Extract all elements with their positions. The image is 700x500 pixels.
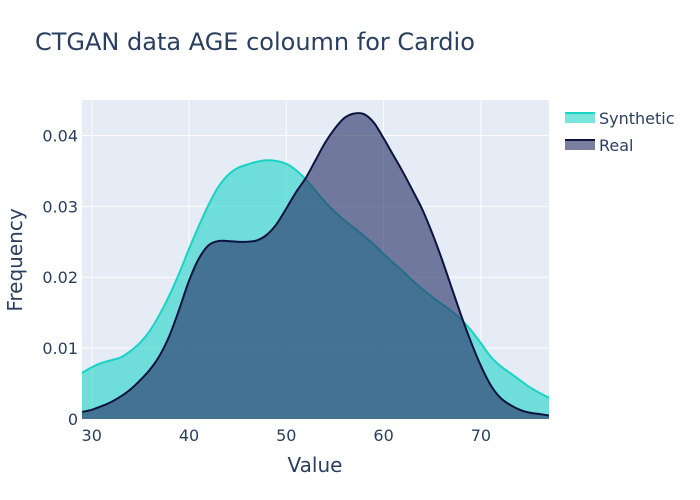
legend-item-real[interactable]: Real xyxy=(565,136,634,155)
y-axis-title: Frequency xyxy=(3,208,27,311)
y-tick-label: 0.03 xyxy=(42,197,78,216)
series-line-real xyxy=(81,112,550,417)
series-area-real xyxy=(82,113,549,420)
x-tick-label: 70 xyxy=(471,426,491,445)
legend-label: Synthetic xyxy=(599,109,675,128)
y-tick-label: 0 xyxy=(68,410,78,429)
x-tick-label: 50 xyxy=(276,426,296,445)
legend[interactable]: Synthetic Real xyxy=(565,109,675,155)
series-areas xyxy=(81,112,550,420)
y-tick-label: 0.04 xyxy=(42,126,78,145)
legend-item-synthetic[interactable]: Synthetic xyxy=(565,109,675,128)
x-tick-label: 30 xyxy=(82,426,102,445)
legend-swatch-fill xyxy=(565,140,595,150)
chart-title: CTGAN data AGE coloumn for Cardio xyxy=(35,28,475,56)
legend-swatch-fill xyxy=(565,113,595,123)
y-tick-label: 0.01 xyxy=(42,339,78,358)
x-tick-label: 60 xyxy=(373,426,393,445)
legend-label: Real xyxy=(599,136,634,155)
x-axis-title: Value xyxy=(288,453,343,477)
axis-ticks: 30 40 50 60 70 0 0.01 0.02 0.03 0.04 xyxy=(42,126,491,445)
x-tick-label: 40 xyxy=(179,426,199,445)
y-tick-label: 0.02 xyxy=(42,268,78,287)
